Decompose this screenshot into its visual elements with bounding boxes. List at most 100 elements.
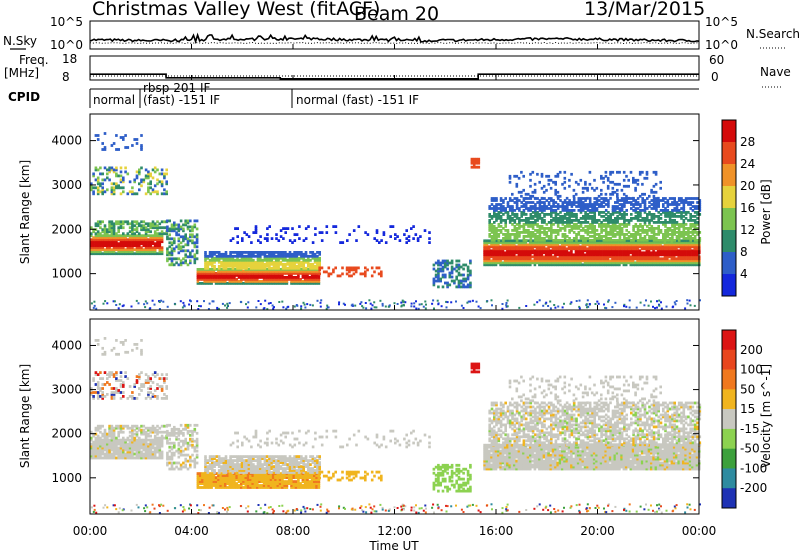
echo-cell	[115, 450, 118, 454]
echo-cell	[177, 251, 181, 255]
echo-cell	[574, 192, 578, 196]
echo-cell	[643, 255, 646, 259]
echo-cell	[526, 243, 530, 247]
echo-cell	[228, 274, 232, 277]
echo-cell	[506, 231, 510, 234]
echo-cell	[318, 258, 321, 262]
echo-cell	[616, 217, 619, 220]
echo-cell	[112, 250, 116, 254]
echo-cell	[561, 261, 564, 265]
echo-cell	[128, 234, 132, 238]
echo-cell	[615, 259, 619, 263]
echo-cell	[227, 254, 230, 258]
echo-cell	[370, 274, 374, 278]
echo-cell	[611, 231, 615, 234]
echo-cell	[170, 243, 174, 247]
echo-cell	[249, 276, 252, 279]
echo-cell	[650, 251, 653, 255]
echo-cell	[499, 257, 502, 261]
echo-cell	[106, 240, 109, 244]
echo-cell	[133, 180, 136, 184]
echo-cell	[646, 231, 649, 234]
echo-cell	[415, 307, 418, 310]
echo-cell	[529, 205, 533, 208]
echo-cell	[295, 233, 299, 236]
echo-cell	[620, 231, 624, 234]
echo-cell	[263, 237, 267, 240]
echo-cell	[698, 231, 702, 234]
echo-cell	[584, 225, 587, 228]
echo-cell	[506, 261, 509, 265]
echo-cell	[110, 234, 114, 238]
echo-cell	[173, 223, 176, 227]
echo-cell	[627, 201, 631, 204]
echo-cell	[291, 254, 294, 258]
echo-cell	[647, 245, 651, 249]
echo-cell	[365, 307, 368, 310]
echo-cell	[112, 170, 116, 174]
echo-cell	[119, 224, 123, 228]
echo-cell	[224, 270, 227, 273]
echo-cell	[135, 238, 139, 242]
echo-cell	[627, 184, 630, 188]
echo-cell	[453, 279, 456, 283]
echo-cell	[634, 235, 638, 238]
echo-cell	[108, 170, 111, 174]
echo-cell	[506, 245, 509, 249]
echo-cell	[659, 239, 663, 242]
echo-cell	[272, 264, 276, 268]
echo-cell	[300, 251, 303, 254]
echo-cell	[576, 259, 580, 263]
echo-cell	[670, 245, 674, 249]
echo-cell	[272, 252, 276, 256]
echo-cell	[276, 276, 280, 279]
echo-cell	[652, 170, 656, 174]
echo-cell	[522, 249, 525, 253]
echo-cell	[243, 256, 246, 260]
echo-cell	[572, 215, 576, 218]
echo-cell	[511, 211, 514, 214]
echo-cell	[561, 253, 564, 257]
echo-cell	[608, 241, 612, 245]
echo-cell	[163, 188, 166, 192]
echo-cell	[244, 282, 248, 285]
echo-cell	[135, 252, 139, 256]
echo-cell	[629, 259, 633, 263]
echo-cell	[531, 255, 534, 259]
echo-cell	[583, 241, 587, 245]
echo-cell	[540, 196, 544, 200]
echo-cell	[672, 243, 676, 247]
echo-cell	[677, 257, 680, 261]
echo-cell	[691, 209, 695, 212]
echo-cell	[639, 229, 642, 232]
echo-cell	[568, 184, 571, 188]
echo-cell	[99, 182, 102, 186]
echo-cell	[221, 270, 225, 273]
echo-cell	[311, 262, 315, 266]
echo-cell	[568, 199, 571, 202]
echo-cell	[572, 241, 575, 245]
echo-cell	[128, 242, 132, 246]
echo-cell	[306, 270, 309, 273]
echo-cell	[680, 223, 683, 226]
echo-cell	[595, 243, 598, 247]
echo-cell	[271, 282, 275, 285]
echo-cell	[269, 276, 273, 279]
echo-cell	[262, 274, 266, 277]
echo-cell	[108, 450, 111, 454]
echo-cell	[536, 211, 539, 214]
echo-cell	[138, 232, 141, 236]
echo-cell	[554, 251, 557, 255]
echo-cell	[588, 261, 591, 265]
echo-cell	[529, 197, 533, 200]
echo-cell	[112, 448, 116, 452]
echo-cell	[224, 258, 228, 262]
echo-cell	[112, 190, 116, 194]
echo-cell	[281, 258, 285, 262]
echo-cell	[96, 450, 100, 454]
echo-cell	[636, 261, 639, 265]
beam-label: Beam 20	[354, 3, 439, 25]
echo-cell	[606, 243, 610, 247]
echo-cell	[115, 168, 118, 172]
echo-cell	[583, 257, 587, 261]
